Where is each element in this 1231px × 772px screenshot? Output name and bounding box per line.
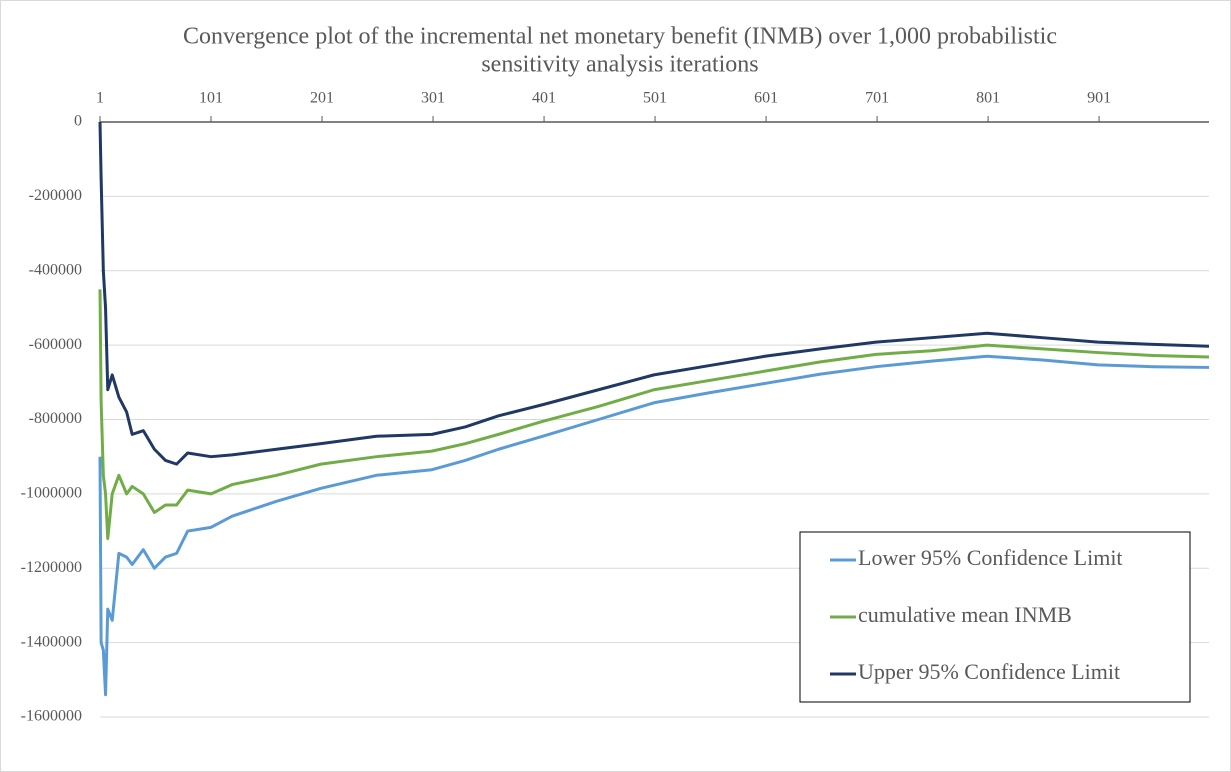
x-tick-label: 101 <box>199 90 223 107</box>
x-tick-label: 201 <box>310 90 334 107</box>
y-tick-label: -400000 <box>29 261 82 278</box>
x-tick-label: 901 <box>1087 90 1111 107</box>
series-line <box>98 354 1210 697</box>
legend-label: Lower 95% Confidence Limit <box>858 545 1123 570</box>
y-tick-label: -600000 <box>29 336 82 353</box>
series-line <box>98 289 1210 540</box>
legend-label: cumulative mean INMB <box>858 602 1072 627</box>
x-tick-label: 1 <box>96 90 104 107</box>
y-tick-label: -1000000 <box>21 485 82 502</box>
x-tick-label: 301 <box>421 90 445 107</box>
x-tick-label: 801 <box>976 90 1000 107</box>
chart-title: sensitivity analysis iterations <box>481 52 758 78</box>
y-tick-label: -1600000 <box>21 708 82 725</box>
y-tick-label: -1400000 <box>21 633 82 650</box>
x-tick-label: 501 <box>643 90 667 107</box>
x-tick-label: 601 <box>754 90 778 107</box>
legend-box <box>799 531 1191 703</box>
legend-label: Upper 95% Confidence Limit <box>858 659 1120 684</box>
x-tick-label: 401 <box>532 90 556 107</box>
y-tick-label: 0 <box>74 113 82 130</box>
y-tick-label: -1200000 <box>21 559 82 576</box>
y-tick-label: -800000 <box>29 410 82 427</box>
y-tick-label: -200000 <box>29 187 82 204</box>
x-tick-label: 701 <box>865 90 889 107</box>
chart-title: Convergence plot of the incremental net … <box>183 24 1057 50</box>
series-line <box>98 121 1210 466</box>
